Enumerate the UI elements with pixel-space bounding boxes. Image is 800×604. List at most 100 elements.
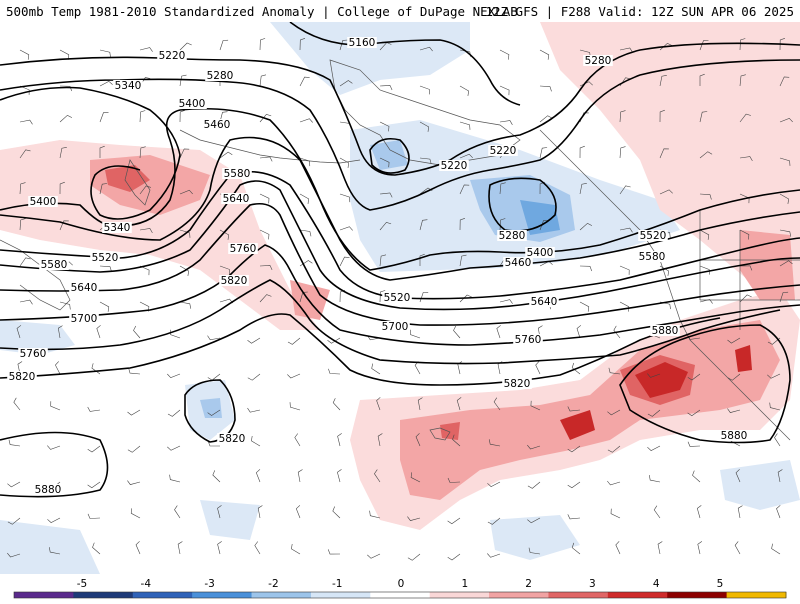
wind-barb	[499, 49, 510, 60]
map-svg: .contour { fill:none; stroke:#000; strok…	[0, 22, 800, 574]
wind-barb	[407, 553, 421, 561]
wind-barb	[452, 434, 461, 447]
wind-barb	[55, 361, 61, 375]
wind-barb	[499, 85, 510, 96]
wind-barb	[332, 398, 341, 411]
wind-barb	[259, 113, 272, 123]
wind-barb	[576, 325, 582, 339]
wind-barb	[99, 49, 111, 58]
wind-barb	[374, 469, 381, 483]
wind-barb	[219, 39, 229, 51]
wind-barb	[379, 221, 392, 231]
colorbar-segment	[429, 592, 490, 598]
wind-barb	[251, 435, 261, 447]
contour-label: 5640	[71, 282, 98, 294]
wind-barb	[777, 469, 783, 483]
wind-barb	[779, 229, 792, 237]
wind-barb	[219, 111, 228, 123]
wind-barb	[530, 400, 541, 411]
wind-barb	[130, 508, 141, 519]
wind-barb	[99, 112, 109, 123]
wind-barb	[579, 145, 585, 159]
contour-label: 5400	[527, 247, 554, 259]
contour-label: 5340	[115, 80, 142, 92]
wind-barb	[447, 553, 461, 561]
contour-label-bg	[217, 433, 247, 444]
wind-barb	[19, 49, 30, 60]
contour-label: 5760	[515, 334, 542, 346]
wind-barb	[779, 117, 793, 123]
wind-barb	[659, 75, 667, 87]
neg-anomaly-area	[0, 520, 100, 574]
neg-anomaly-area	[270, 22, 470, 95]
wind-barb	[779, 260, 793, 267]
wind-barb	[57, 325, 63, 339]
neg-anomaly-area	[200, 500, 260, 540]
wind-barb	[291, 543, 301, 555]
colorbar-segment	[14, 592, 74, 598]
contour-label: 5160	[349, 37, 376, 49]
neg-anomaly-area	[370, 140, 408, 170]
contour-5760	[0, 279, 781, 365]
wind-barb	[7, 552, 21, 558]
wind-barb	[179, 42, 192, 51]
contour-label-bg	[28, 196, 58, 207]
wind-barb	[653, 505, 661, 519]
contour-label: 5400	[179, 98, 206, 110]
wind-barb	[339, 193, 351, 203]
wind-barb	[567, 514, 581, 520]
contour-5280	[488, 177, 557, 232]
weather-map[interactable]: .contour { fill:none; stroke:#000; strok…	[0, 22, 800, 574]
wind-barb	[47, 445, 61, 450]
wind-barb	[179, 229, 191, 238]
wind-barb	[499, 120, 513, 125]
contour-label-bg	[503, 257, 533, 268]
colorbar-tick-label: -3	[204, 578, 214, 590]
wind-barb	[647, 373, 661, 378]
wind-barb	[607, 445, 621, 453]
wind-barb	[87, 513, 101, 519]
coastlines	[0, 59, 800, 441]
wind-barb	[299, 229, 312, 237]
wind-barb	[299, 76, 310, 87]
contour-label-bg	[502, 378, 532, 389]
wind-barb	[59, 85, 72, 92]
wind-barb	[727, 373, 741, 381]
wind-barb	[659, 42, 673, 51]
contour-label: 5820	[504, 378, 531, 390]
colorbar-outline	[13, 591, 787, 599]
wind-barb	[419, 157, 432, 164]
wind-barb	[607, 409, 621, 416]
wind-barb	[734, 541, 741, 555]
wind-barb	[337, 433, 342, 447]
colorbar-segment	[370, 592, 431, 598]
wind-barb	[699, 151, 713, 159]
wind-barb	[699, 193, 712, 200]
contour-label: 5820	[219, 433, 246, 445]
colorbar: -5 -4 -3 -2 -1 0 1 2 3 4 5	[0, 574, 800, 600]
wind-barb	[17, 361, 23, 375]
wind-barb	[339, 39, 348, 51]
wind-barb	[779, 291, 789, 303]
wind-barb	[699, 73, 705, 86]
wind-barb	[739, 294, 752, 303]
contour-5520	[0, 170, 800, 300]
contour-label: 5220	[441, 160, 468, 172]
contour-label: 5220	[159, 50, 186, 62]
wind-barb	[539, 147, 548, 159]
contour-5880	[0, 431, 109, 498]
contour-label: 5460	[505, 257, 532, 269]
wind-barb	[739, 156, 753, 162]
wind-barb	[287, 373, 301, 379]
colorbar-tick-label: -4	[141, 578, 152, 590]
wind-barb	[87, 445, 101, 453]
wind-barb	[696, 505, 702, 519]
contour-label: 5880	[35, 484, 62, 496]
wind-barb	[488, 439, 501, 447]
wind-barb	[59, 114, 73, 123]
colorbar-segment	[489, 592, 549, 598]
wind-barb	[327, 337, 341, 344]
wind-barb	[527, 444, 541, 450]
colorbar-segment	[667, 592, 728, 598]
wind-barb	[771, 543, 781, 555]
